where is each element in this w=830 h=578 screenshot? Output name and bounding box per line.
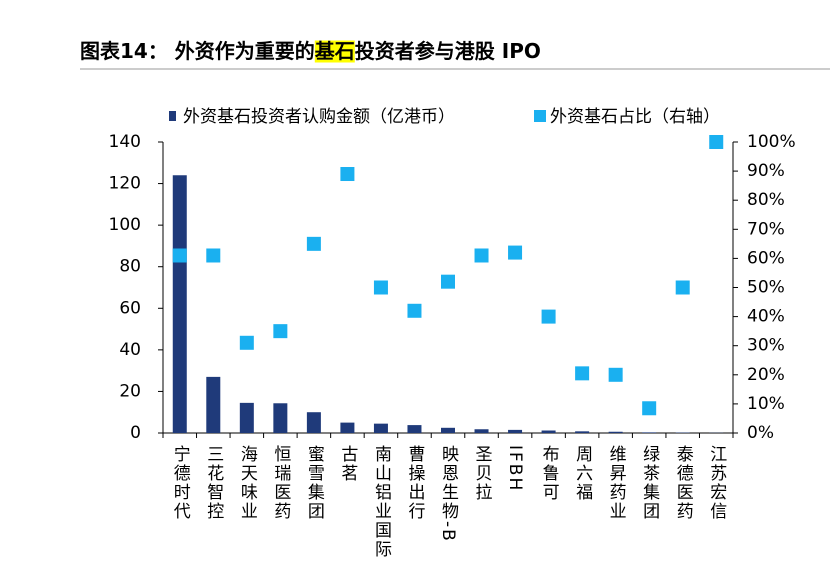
point	[508, 245, 523, 260]
bar	[373, 423, 388, 433]
y2-tick-label: 60%	[747, 248, 785, 268]
y-tick-label: 120	[109, 174, 141, 194]
chart-title: 图表14： 外资作为重要的基石投资者参与港股 IPO	[80, 39, 541, 63]
bar	[441, 427, 455, 433]
bar	[575, 431, 590, 433]
bar	[340, 422, 355, 433]
y-tick-label: 80	[119, 257, 141, 277]
x-tick-label: 恒瑞医药	[270, 445, 291, 521]
legend-label: 外资基石占比（右轴）	[550, 107, 720, 127]
point	[575, 366, 590, 381]
x-tick-label: IFBH	[505, 445, 525, 492]
legend-swatch	[534, 110, 546, 122]
y2-tick-label: 100%	[747, 132, 796, 152]
bar	[239, 402, 254, 433]
point	[608, 367, 623, 382]
x-tick-label: 曹操出行	[404, 445, 425, 521]
y2-tick-label: 0%	[747, 423, 774, 443]
bar	[474, 429, 489, 433]
point	[306, 236, 321, 251]
point	[642, 401, 657, 416]
x-tick-label: 维昇药业	[606, 445, 627, 521]
y-tick-label: 40	[119, 340, 141, 360]
bar	[273, 403, 288, 433]
bar	[608, 431, 623, 433]
point	[441, 274, 455, 289]
point	[239, 335, 254, 350]
bar	[306, 412, 321, 433]
x-tick-label: 宁德时代	[170, 445, 191, 521]
y2-tick-label: 10%	[747, 394, 785, 414]
point	[206, 248, 221, 263]
y2-tick-label: 20%	[747, 365, 785, 385]
point	[407, 303, 422, 318]
y-tick-label: 20	[119, 381, 141, 401]
x-tick-label: 南山铝业国际	[371, 445, 392, 559]
point	[474, 248, 489, 263]
bar	[642, 432, 657, 433]
legend-swatch	[169, 111, 176, 121]
bar	[172, 175, 187, 433]
y-tick-label: 60	[119, 298, 141, 318]
title-part: 投资者参与港股 IPO	[355, 39, 541, 63]
title-part: 图表14： 外资作为重要的	[80, 39, 315, 63]
y2-tick-label: 50%	[747, 278, 785, 298]
x-tick-label: 蜜雪集团	[304, 445, 325, 521]
x-tick-label: 海天味业	[237, 445, 258, 521]
y2-tick-label: 90%	[747, 161, 785, 181]
y-tick-label: 100	[109, 215, 141, 235]
x-tick-label: 圣贝拉	[472, 445, 493, 502]
point	[709, 135, 724, 149]
point	[273, 324, 288, 339]
x-tick-label: 布鲁可	[539, 445, 560, 502]
y2-tick-label: 70%	[747, 219, 785, 239]
x-tick-label: 三花智控	[203, 445, 224, 521]
title-highlight: 基石	[315, 39, 355, 63]
title-highlight-box	[314, 40, 355, 63]
point	[541, 309, 556, 324]
point	[340, 167, 355, 182]
point	[675, 280, 690, 295]
x-tick-label: 映恩生物-B	[438, 445, 459, 543]
y2-tick-label: 30%	[747, 336, 785, 356]
bar	[541, 430, 556, 433]
y-tick-label: 0	[130, 423, 141, 443]
point	[373, 280, 388, 295]
x-tick-label: 绿茶集团	[639, 445, 660, 521]
y2-tick-label: 40%	[747, 307, 785, 327]
bar	[206, 376, 221, 433]
x-tick-label: 周六福	[572, 445, 593, 502]
point	[172, 248, 187, 263]
y2-tick-label: 80%	[747, 190, 785, 210]
x-tick-label: 古茗	[337, 445, 358, 483]
bar	[508, 429, 523, 433]
y-tick-label: 140	[109, 132, 141, 152]
x-tick-label: 泰德医药	[673, 445, 694, 521]
legend-label: 外资基石投资者认购金额（亿港币）	[183, 107, 455, 127]
x-tick-label: 江苏宏信	[706, 445, 727, 521]
bar	[407, 425, 422, 433]
